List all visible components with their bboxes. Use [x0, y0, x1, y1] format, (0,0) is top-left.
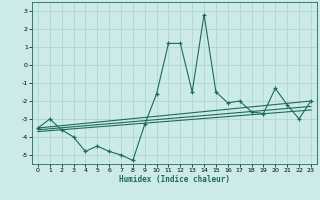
X-axis label: Humidex (Indice chaleur): Humidex (Indice chaleur) [119, 175, 230, 184]
